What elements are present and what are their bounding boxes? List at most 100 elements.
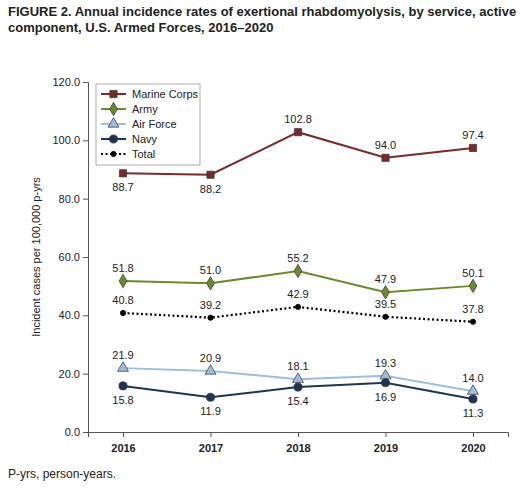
y-tick-label: 80.0: [59, 193, 80, 205]
x-tick-mark: [123, 432, 124, 437]
series-marker: [383, 314, 388, 319]
data-label: 14.0: [462, 372, 483, 384]
x-tick-mark: [211, 432, 212, 437]
data-label: 19.3: [375, 357, 396, 369]
y-axis-line: [83, 83, 89, 433]
data-label: 11.3: [463, 407, 484, 419]
data-label: 20.9: [200, 352, 221, 364]
series-marker: [382, 154, 389, 161]
y-tick-mark: [83, 432, 88, 433]
legend-label: Total: [132, 148, 155, 160]
legend-label: Air Force: [132, 118, 177, 130]
y-tick: 20.0: [59, 368, 88, 380]
y-tick-label: 60.0: [59, 251, 80, 263]
data-label: 47.9: [375, 273, 396, 285]
y-tick: 40.0: [59, 309, 88, 321]
legend: Marine Corps Army Air Force Navy Total: [96, 84, 200, 165]
x-tick-label: 2020: [461, 442, 485, 454]
plot-marks: [118, 129, 479, 404]
series-marker: [293, 373, 304, 382]
x-tick: 2018: [286, 432, 310, 454]
series-marker: [380, 369, 391, 378]
series-marker: [206, 393, 214, 401]
data-label: 51.8: [112, 262, 133, 274]
chart-title: FIGURE 2. Annual incidence rates of exer…: [8, 4, 518, 36]
data-labels: 88.7 88.2 102.8 94.0 97.4 51.8 51.0 55.2 47.9 50.…: [112, 113, 483, 419]
series-marker: [294, 383, 302, 391]
legend-item: Air Force: [101, 118, 177, 130]
y-tick-mark: [83, 374, 88, 375]
legend-marker: [111, 151, 116, 156]
series-marker: [469, 144, 476, 151]
y-tick-mark: [83, 257, 88, 258]
x-tick: 2019: [374, 432, 398, 454]
y-tick-label: 120.0: [52, 76, 80, 88]
x-tick: 2020: [461, 432, 485, 454]
series-marker: [469, 395, 477, 403]
series-marker: [208, 315, 213, 320]
series-marker: [295, 304, 300, 309]
series-marker: [469, 279, 477, 292]
y-tick-label: 0.0: [65, 426, 80, 438]
data-label: 18.1: [287, 360, 308, 372]
legend-marker: [110, 102, 118, 115]
legend-label: Army: [132, 103, 158, 115]
legend-label: Navy: [132, 133, 158, 145]
data-label: 37.8: [462, 303, 483, 315]
legend-box: [96, 84, 200, 165]
data-label: 16.9: [375, 391, 396, 403]
y-tick: 0.0: [65, 426, 88, 438]
y-tick-mark: [83, 82, 88, 83]
series-marker: [119, 382, 127, 390]
series-marker: [119, 274, 127, 287]
legend-label: Marine Corps: [132, 88, 199, 100]
series-marker: [120, 310, 125, 315]
data-label: 94.0: [375, 139, 396, 151]
legend-marker: [109, 135, 117, 143]
legend-marker: [110, 90, 117, 97]
data-label: 102.8: [284, 113, 312, 125]
series-marker: [470, 319, 475, 324]
x-tick-mark: [473, 432, 474, 437]
legend-item: Army: [101, 102, 158, 115]
data-label: 11.9: [200, 405, 221, 417]
y-tick-label: 20.0: [59, 368, 80, 380]
y-tick-mark: [83, 199, 88, 200]
data-label: 88.2: [200, 183, 221, 195]
data-label: 39.2: [200, 299, 221, 311]
y-tick-mark: [83, 315, 88, 316]
series-marker: [381, 379, 389, 387]
y-axis: 0.0 20.0 40.0 60.0 80.0 100.0 120.0: [52, 76, 88, 438]
data-label: 51.0: [200, 264, 221, 276]
y-tick-mark: [83, 140, 88, 141]
y-axis-title: Incident cases per 100,000 p-yrs: [30, 177, 42, 337]
legend-item: Marine Corps: [101, 88, 199, 100]
x-axis: 2016 2017 2018 2019 2020: [89, 432, 509, 454]
y-tick: 60.0: [59, 251, 88, 263]
y-tick: 120.0: [52, 76, 88, 88]
data-label: 55.2: [287, 252, 308, 264]
series-marker: [294, 129, 301, 136]
x-tick-label: 2019: [374, 442, 398, 454]
data-label: 50.1: [462, 267, 483, 279]
x-tick-label: 2016: [111, 442, 135, 454]
series-marker: [207, 277, 215, 290]
y-tick-label: 40.0: [59, 309, 80, 321]
legend-marker: [108, 118, 119, 127]
data-label: 40.8: [112, 294, 133, 306]
data-label: 97.4: [462, 129, 483, 141]
series-marker: [118, 362, 129, 371]
legend-item: Navy: [101, 133, 158, 145]
x-tick-label: 2017: [199, 442, 223, 454]
x-tick: 2017: [199, 432, 223, 454]
data-label: 21.9: [112, 349, 133, 361]
footnote: P-yrs, person-years.: [8, 467, 116, 481]
series-marker: [468, 385, 479, 394]
series-marker: [119, 170, 126, 177]
data-label: 88.7: [112, 181, 133, 193]
legend-item: Total: [101, 148, 155, 160]
x-tick-mark: [298, 432, 299, 437]
series-marker: [207, 171, 214, 178]
y-tick: 100.0: [52, 134, 88, 146]
x-axis-line: [89, 433, 509, 438]
